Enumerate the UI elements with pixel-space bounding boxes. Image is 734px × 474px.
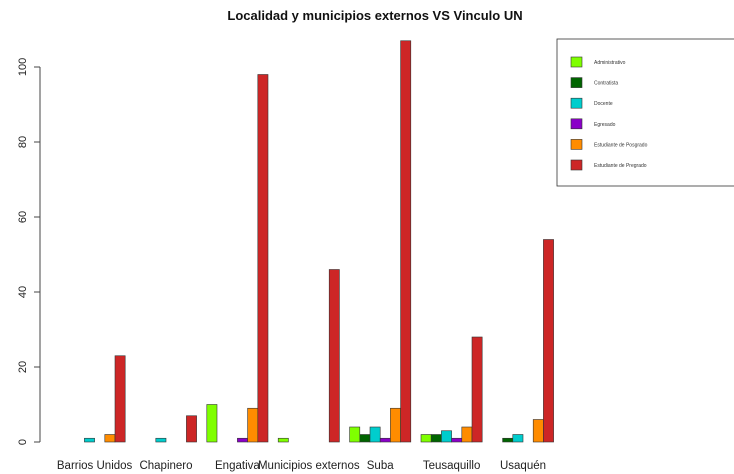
legend-label: Estudiante de Posgrado — [594, 142, 648, 148]
category-label: Chapinero — [139, 460, 192, 472]
bar-5-4 — [461, 426, 473, 443]
bar-0-4 — [104, 434, 116, 443]
legend-label: Administrativo — [594, 60, 626, 66]
bar-1-2 — [155, 437, 167, 443]
bar-2-4 — [247, 407, 259, 443]
bar-0-5 — [114, 355, 126, 443]
category-label: Municipios externos — [258, 460, 360, 472]
bar-2-5 — [257, 74, 269, 443]
chart-title: Localidad y municipios externos VS Vincu… — [227, 8, 522, 23]
y-tick-label: 80 — [17, 136, 29, 148]
bar-6-4 — [532, 419, 544, 443]
bar-2-0 — [206, 404, 218, 443]
legend-swatch — [570, 118, 583, 130]
category-label: Teusaquillo — [423, 460, 481, 472]
bar-5-1 — [430, 434, 442, 443]
bar-4-4 — [390, 407, 401, 443]
bar-3-5 — [328, 269, 340, 443]
legend-swatch — [570, 97, 583, 109]
y-tick-label: 0 — [17, 439, 29, 445]
legend-label: Contratista — [594, 81, 618, 87]
y-tick-label: 40 — [17, 286, 29, 298]
y-axis: 0 20 40 60 80 100 — [17, 58, 41, 445]
bar-4-3 — [379, 437, 391, 443]
bar-6-5 — [543, 239, 554, 443]
legend-swatch — [570, 159, 583, 171]
bar-2-3 — [237, 437, 248, 443]
y-tick-label: 60 — [17, 211, 29, 223]
bar-4-5 — [400, 40, 412, 443]
legend: Administrativo Contratista Docente Egresado… — [556, 38, 734, 187]
bar-5-0 — [420, 434, 432, 443]
bar-4-1 — [359, 434, 371, 443]
bar-5-2 — [441, 430, 452, 443]
bar-6-1 — [502, 437, 514, 443]
category-label: Engativa — [215, 460, 260, 472]
bar-4-2 — [369, 426, 381, 443]
legend-swatch — [570, 77, 583, 88]
legend-label: Estudiante de Pregrado — [594, 163, 647, 169]
bar-5-3 — [451, 437, 463, 443]
bar-6-2 — [512, 434, 524, 443]
category-label: Barrios Unidos — [57, 460, 133, 472]
bar-5-5 — [471, 336, 483, 443]
legend-label: Docente — [594, 101, 613, 107]
legend-swatch — [570, 56, 583, 68]
y-tick-label: 20 — [17, 361, 29, 373]
bar-3-0 — [277, 437, 289, 443]
bar-0-2 — [84, 437, 95, 443]
category-label: Suba — [367, 460, 394, 472]
legend-label: Egresado — [594, 122, 616, 128]
legend-swatch — [570, 139, 583, 150]
bar-4-0 — [349, 426, 361, 443]
legend-box — [556, 38, 734, 187]
bars — [84, 40, 554, 443]
y-tick-label: 100 — [17, 58, 29, 76]
category-label: Usaquén — [500, 460, 546, 472]
x-axis-labels: Barrios Unidos Chapinero EngativaMunicipio… — [57, 460, 546, 472]
bar-1-5 — [186, 415, 197, 443]
